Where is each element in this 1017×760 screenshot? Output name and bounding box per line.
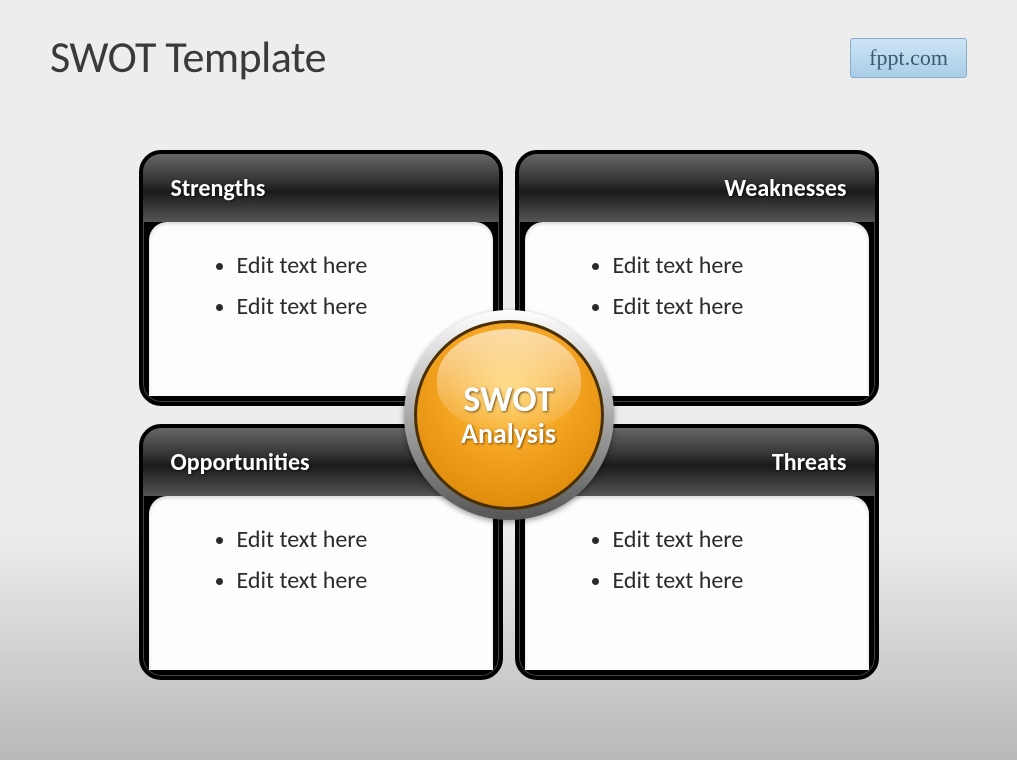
page-title: SWOT Template (50, 30, 326, 84)
list-item: Edit text here (613, 565, 849, 596)
list-item: Edit text here (237, 250, 473, 281)
quadrant-weaknesses-header: Weaknesses (519, 154, 875, 222)
quadrant-opportunities-body: Edit text here Edit text here (149, 496, 493, 670)
list-item: Edit text here (613, 524, 849, 555)
center-title-line1: SWOT (463, 381, 553, 419)
logo-badge: fppt.com (850, 38, 967, 78)
quadrant-strengths-header: Strengths (143, 154, 499, 222)
list-item: Edit text here (613, 291, 849, 322)
center-circle: SWOT Analysis (404, 310, 614, 520)
center-title-line2: Analysis (461, 419, 556, 448)
list-item: Edit text here (237, 565, 473, 596)
list-item: Edit text here (237, 524, 473, 555)
list-item: Edit text here (237, 291, 473, 322)
swot-container: Strengths Edit text here Edit text here … (139, 150, 879, 680)
center-circle-inner: SWOT Analysis (414, 320, 604, 510)
quadrant-threats-body: Edit text here Edit text here (525, 496, 869, 670)
list-item: Edit text here (613, 250, 849, 281)
